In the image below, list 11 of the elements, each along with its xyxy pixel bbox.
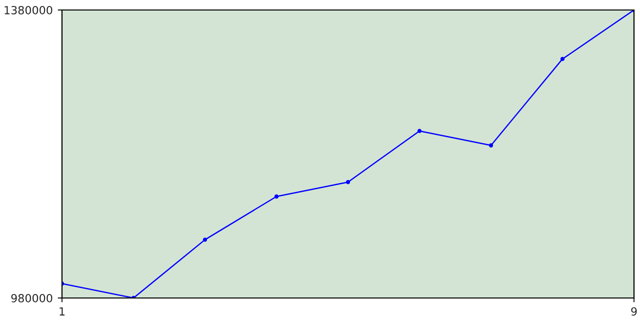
y-tick-label: 980000 — [11, 294, 52, 302]
point — [274, 194, 279, 199]
point — [488, 143, 494, 148]
x-tick-label: 9 — [631, 307, 637, 316]
point — [560, 56, 565, 62]
x-tick-label: 1 — [60, 307, 65, 316]
point — [417, 128, 422, 134]
point — [346, 180, 350, 184]
y-tick-label: 1380000 — [4, 6, 52, 14]
line-series — [62, 10, 634, 298]
point — [202, 238, 208, 242]
